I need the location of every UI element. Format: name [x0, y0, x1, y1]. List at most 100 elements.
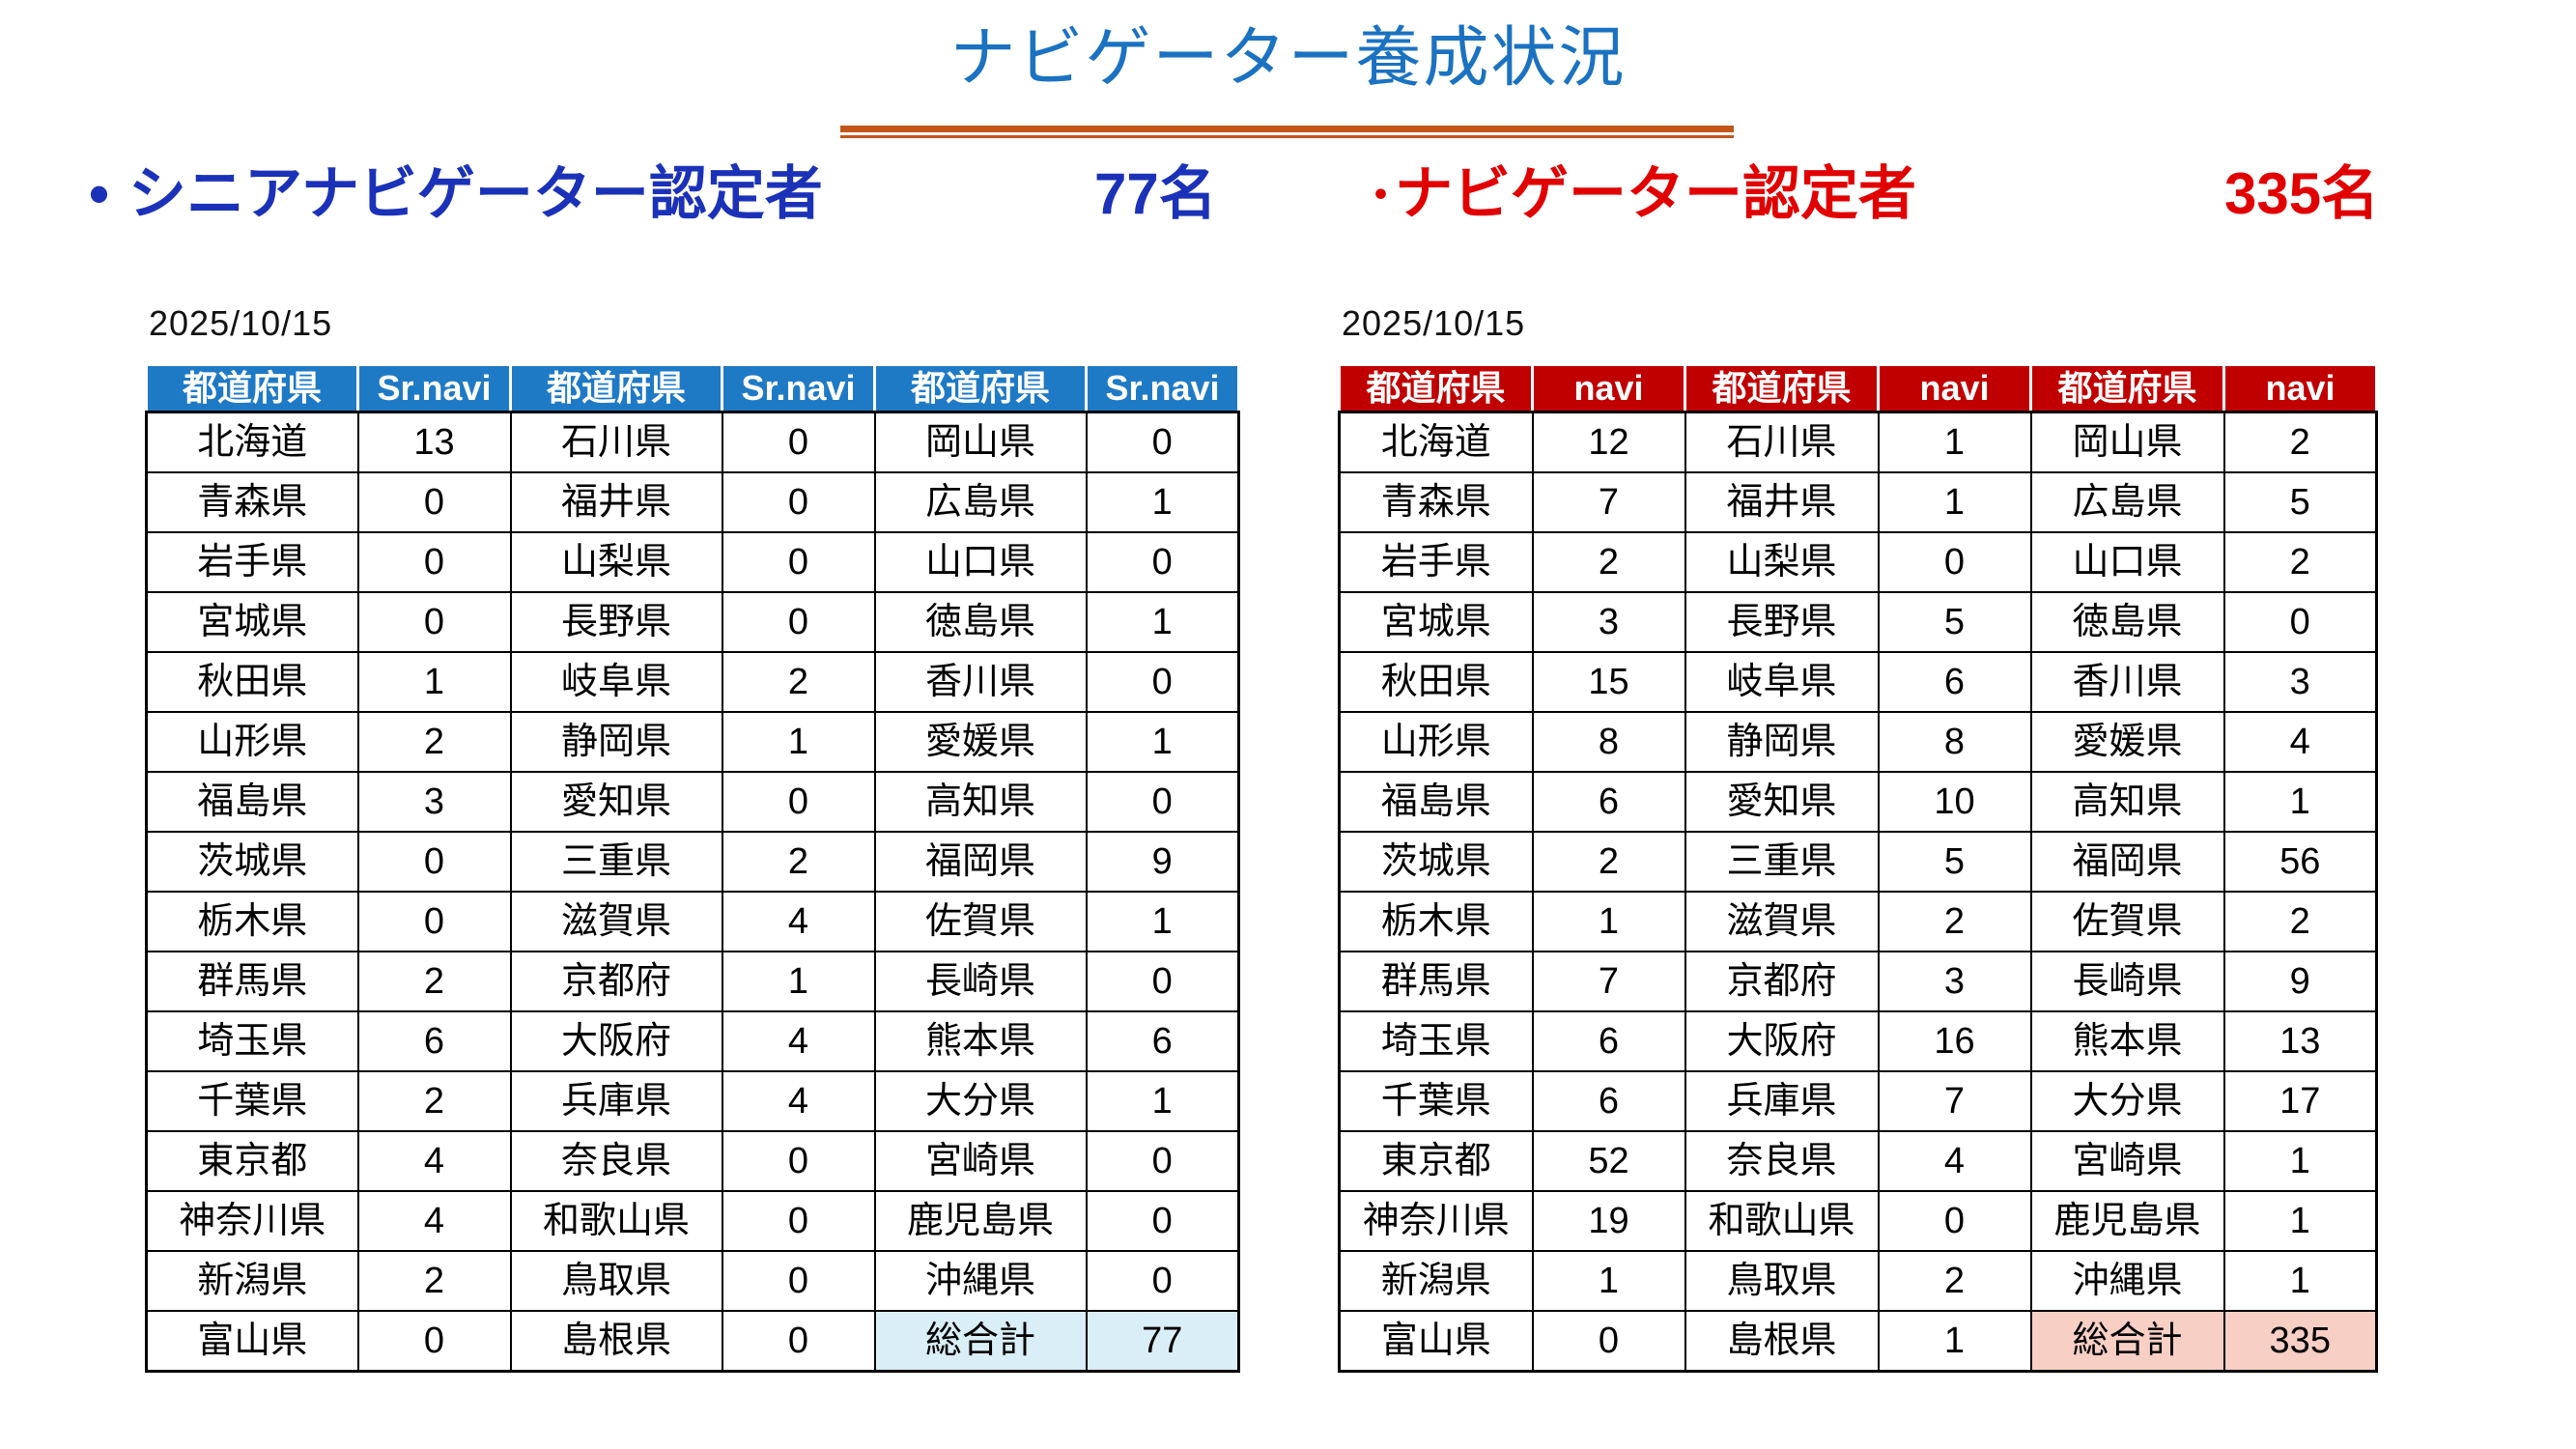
column-header: Sr.navi	[721, 363, 876, 413]
header-row: 都道府県 Sr.navi 都道府県 Sr.navi 都道府県 Sr.navi	[145, 363, 1240, 413]
count-cell: 4	[721, 1010, 876, 1072]
prefecture-cell: 宮城県	[1338, 591, 1534, 653]
table-row: 青森県 7 福井県 1 広島県 5	[1338, 471, 2378, 533]
count-cell: 19	[1531, 1190, 1686, 1252]
count-cell: 0	[721, 471, 876, 533]
prefecture-cell: 秋田県	[145, 651, 359, 713]
count-cell: 0	[1085, 1250, 1240, 1312]
table-row: 東京都 4 奈良県 0 宮崎県 0	[145, 1130, 1240, 1192]
table-row: 群馬県 2 京都府 1 長崎県 0	[145, 951, 1240, 1012]
prefecture-cell: 奈良県	[1684, 1130, 1880, 1192]
count-cell: 2	[721, 831, 876, 893]
count-cell: 1	[2222, 1190, 2378, 1252]
column-header: 都道府県	[509, 363, 723, 413]
prefecture-cell: 長崎県	[2029, 951, 2225, 1012]
count-cell: 2	[356, 951, 512, 1012]
prefecture-cell: 岐阜県	[509, 651, 723, 713]
prefecture-cell: 熊本県	[873, 1010, 1088, 1072]
prefecture-cell: 山口県	[2029, 531, 2225, 593]
count-cell: 0	[1085, 771, 1240, 833]
count-cell: 1	[1531, 1250, 1686, 1312]
table-row: 福島県 3 愛知県 0 高知県 0	[145, 771, 1240, 833]
prefecture-cell: 香川県	[2029, 651, 2225, 713]
table-row: 山形県 2 静岡県 1 愛媛県 1	[145, 711, 1240, 773]
count-cell: 1	[1085, 891, 1240, 952]
count-cell: 1	[1531, 891, 1686, 952]
column-header: 都道府県	[2029, 363, 2225, 413]
prefecture-cell: 富山県	[145, 1310, 359, 1373]
senior-navigator-table-block: 2025/10/15 都道府県 Sr.navi 都道府県 Sr.navi 都道府県 Sr.…	[145, 303, 1240, 1373]
prefecture-cell: 滋賀県	[1684, 891, 1880, 952]
prefecture-cell: 静岡県	[1684, 711, 1880, 773]
count-cell: 0	[1085, 531, 1240, 593]
count-cell: 1	[721, 951, 876, 1012]
prefecture-cell: 山口県	[873, 531, 1088, 593]
column-header: navi	[2222, 363, 2378, 413]
count-cell: 0	[356, 891, 512, 952]
count-cell: 9	[2222, 951, 2378, 1012]
title-underline	[840, 126, 1734, 138]
table-row: 宮城県 0 長野県 0 徳島県 1	[145, 591, 1240, 653]
count-cell: 0	[721, 1190, 876, 1252]
prefecture-cell: 鹿児島県	[2029, 1190, 2225, 1252]
prefecture-cell: 岩手県	[145, 531, 359, 593]
prefecture-cell: 宮崎県	[873, 1130, 1088, 1192]
count-cell: 1	[2222, 771, 2378, 833]
prefecture-cell: 福島県	[145, 771, 359, 833]
table-row: 茨城県 0 三重県 2 福岡県 9	[145, 831, 1240, 893]
prefecture-cell: 鳥取県	[1684, 1250, 1880, 1312]
count-cell: 2	[2222, 891, 2378, 952]
prefecture-cell: 栃木県	[1338, 891, 1534, 952]
prefecture-cell: 佐賀県	[2029, 891, 2225, 952]
prefecture-cell: 山形県	[1338, 711, 1534, 773]
count-cell: 6	[1531, 1070, 1686, 1132]
table-row: 栃木県 1 滋賀県 2 佐賀県 2	[1338, 891, 2378, 952]
prefecture-cell: 埼玉県	[145, 1010, 359, 1072]
table-row: 秋田県 1 岐阜県 2 香川県 0	[145, 651, 1240, 713]
count-cell: 15	[1531, 651, 1686, 713]
count-cell: 2	[1877, 891, 2032, 952]
table-row: 神奈川県 4 和歌山県 0 鹿児島県 0	[145, 1190, 1240, 1252]
prefecture-cell: 新潟県	[1338, 1250, 1534, 1312]
prefecture-cell: 長崎県	[873, 951, 1088, 1012]
count-cell: 5	[1877, 831, 2032, 893]
count-cell: 2	[356, 1250, 512, 1312]
count-cell: 9	[1085, 831, 1240, 893]
navigator-summary-label: • ナビゲーター認定者	[1374, 162, 1916, 226]
bullet-icon: •	[89, 161, 110, 226]
count-cell: 0	[1085, 951, 1240, 1012]
table-row: 群馬県 7 京都府 3 長崎県 9	[1338, 951, 2378, 1012]
count-cell: 0	[1531, 1310, 1686, 1373]
count-cell: 1	[1877, 471, 2032, 533]
column-header: 都道府県	[1684, 363, 1880, 413]
count-cell: 0	[721, 1310, 876, 1373]
prefecture-cell: 北海道	[145, 411, 359, 473]
prefecture-cell: 島根県	[1684, 1310, 1880, 1373]
table-row: 栃木県 0 滋賀県 4 佐賀県 1	[145, 891, 1240, 952]
prefecture-cell: 大分県	[873, 1070, 1088, 1132]
prefecture-cell: 鹿児島県	[873, 1190, 1088, 1252]
table-row: 千葉県 6 兵庫県 7 大分県 17	[1338, 1070, 2378, 1132]
prefecture-cell: 高知県	[873, 771, 1088, 833]
prefecture-cell: 神奈川県	[1338, 1190, 1534, 1252]
column-header: navi	[1877, 363, 2032, 413]
count-cell: 4	[356, 1190, 512, 1252]
table-row: 千葉県 2 兵庫県 4 大分県 1	[145, 1070, 1240, 1132]
prefecture-cell: 沖縄県	[873, 1250, 1088, 1312]
count-cell: 0	[356, 1310, 512, 1373]
count-cell: 0	[721, 771, 876, 833]
count-cell: 0	[1877, 1190, 2032, 1252]
prefecture-cell: 三重県	[509, 831, 723, 893]
prefecture-cell: 京都府	[1684, 951, 1880, 1012]
prefecture-cell: 愛媛県	[2029, 711, 2225, 773]
prefecture-cell: 大阪府	[1684, 1010, 1880, 1072]
table-row: 青森県 0 福井県 0 広島県 1	[145, 471, 1240, 533]
count-cell: 1	[1085, 471, 1240, 533]
table-row: 東京都 52 奈良県 4 宮崎県 1	[1338, 1130, 2378, 1192]
table-row: 富山県 0 島根県 1 総合計 335	[1338, 1310, 2378, 1373]
count-cell: 7	[1531, 951, 1686, 1012]
navigator-count: 335名	[2224, 161, 2380, 226]
table-row: 富山県 0 島根県 0 総合計 77	[145, 1310, 1240, 1373]
title-underline-thick	[840, 126, 1734, 132]
